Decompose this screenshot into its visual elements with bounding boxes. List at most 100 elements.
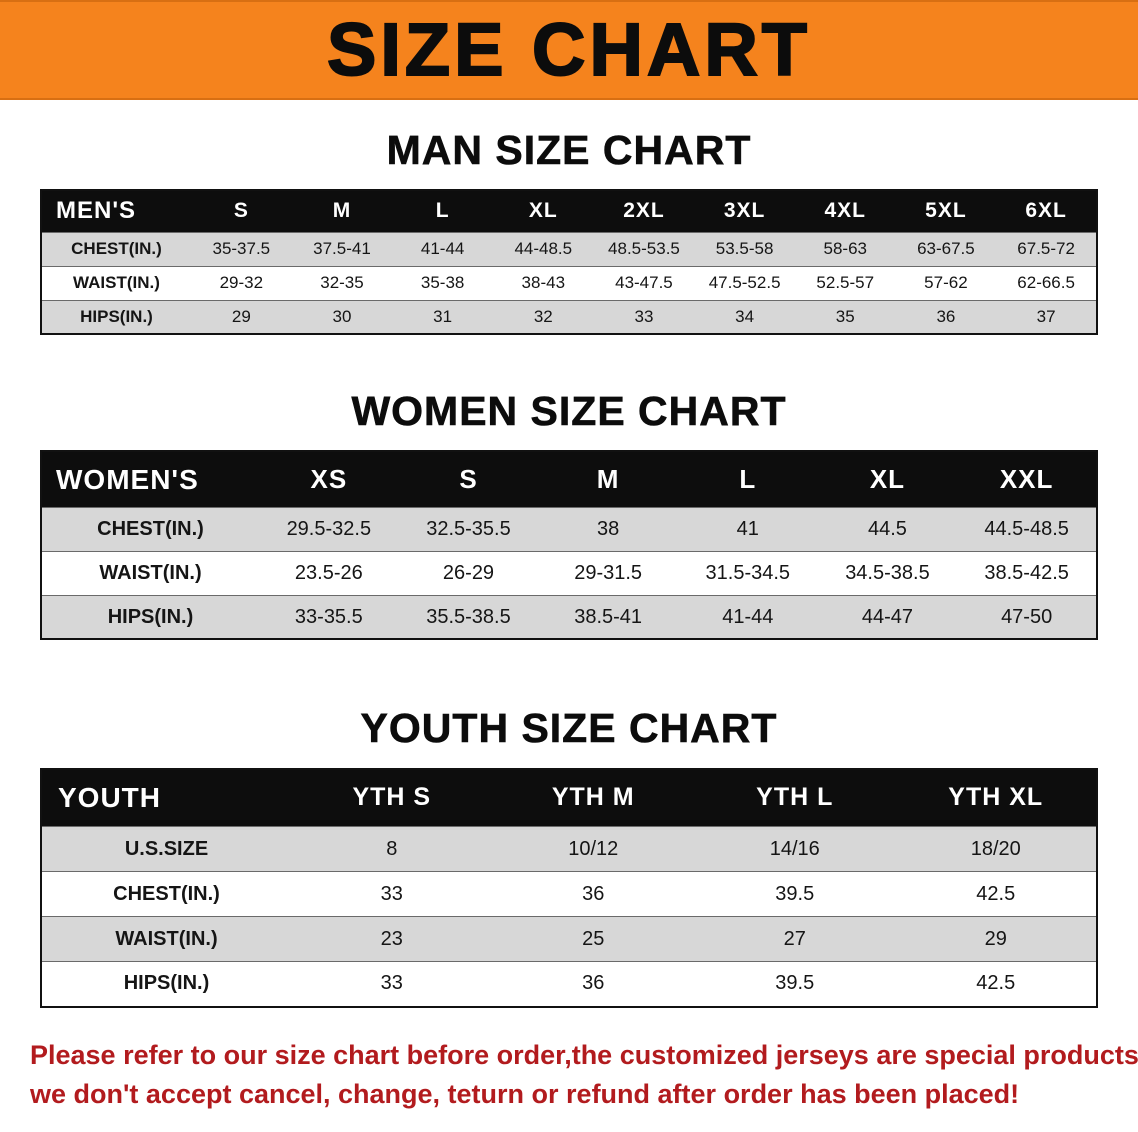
size-column-header: M: [291, 190, 393, 233]
size-column-header: XS: [259, 451, 399, 508]
size-column-header: 5XL: [895, 190, 997, 233]
size-value-cell: 38.5-41: [538, 594, 678, 640]
table-row: WAIST(IN.) 23 25 27 29: [41, 916, 1097, 962]
size-value-cell: 37: [996, 299, 1097, 335]
table-row: HIPS(IN.) 33-35.5 35.5-38.5 38.5-41 41-44 44-…: [41, 594, 1097, 640]
size-column-header: S: [191, 190, 292, 233]
table-header-row: YOUTH YTH S YTH M YTH L YTH XL: [41, 768, 1097, 827]
row-label: HIPS(IN.): [41, 961, 291, 1007]
size-value-cell: 23.5-26: [259, 550, 399, 596]
table-title-cell: MEN'S: [41, 190, 191, 233]
size-value-cell: 39.5: [694, 871, 896, 917]
row-label: CHEST(IN.): [41, 871, 291, 917]
size-column-header: XL: [492, 190, 594, 233]
size-value-cell: 58-63: [794, 231, 896, 267]
size-value-cell: 29-31.5: [538, 550, 678, 596]
table-row: WAIST(IN.) 29-32 32-35 35-38 38-43 43-47.5 47.…: [41, 265, 1097, 301]
size-column-header: YTH XL: [895, 768, 1097, 827]
size-column-header: S: [398, 451, 539, 508]
row-label: HIPS(IN.): [41, 299, 191, 335]
size-chart-banner: SIZE CHART: [0, 0, 1138, 100]
size-value-cell: 10/12: [492, 826, 694, 872]
size-value-cell: 43-47.5: [593, 265, 695, 301]
size-value-cell: 33: [593, 299, 695, 335]
row-label: WAIST(IN.): [41, 265, 191, 301]
youth-section-heading: YOUTH SIZE CHART: [360, 705, 778, 752]
size-value-cell: 57-62: [895, 265, 997, 301]
size-value-cell: 18/20: [895, 826, 1097, 872]
table-row: WAIST(IN.) 23.5-26 26-29 29-31.5 31.5-34.5 34…: [41, 550, 1097, 596]
table-title-cell: WOMEN'S: [41, 451, 259, 508]
size-value-cell: 36: [895, 299, 997, 335]
size-value-cell: 32-35: [291, 265, 393, 301]
size-value-cell: 52.5-57: [794, 265, 896, 301]
men-size-table: MEN'S S M L XL 2XL 3XL 4XL 5XL 6XL CHEST(IN.) 35-37…: [40, 189, 1098, 336]
size-value-cell: 41-44: [392, 231, 493, 267]
size-value-cell: 35-37.5: [191, 231, 292, 267]
size-value-cell: 32.5-35.5: [398, 506, 539, 552]
size-value-cell: 36: [492, 871, 694, 917]
size-value-cell: 53.5-58: [694, 231, 795, 267]
size-value-cell: 36: [492, 961, 694, 1007]
table-row: CHEST(IN.) 35-37.5 37.5-41 41-44 44-48.5 48.5…: [41, 231, 1097, 267]
size-column-header: 3XL: [694, 190, 795, 233]
size-value-cell: 34: [694, 299, 795, 335]
size-value-cell: 44-47: [817, 594, 958, 640]
size-value-cell: 44-48.5: [492, 231, 594, 267]
size-value-cell: 23: [291, 916, 493, 962]
size-value-cell: 38: [538, 506, 678, 552]
table-header-row: WOMEN'S XS S M L XL XXL: [41, 451, 1097, 508]
size-value-cell: 26-29: [398, 550, 539, 596]
size-value-cell: 63-67.5: [895, 231, 997, 267]
table-title-cell: YOUTH: [41, 768, 291, 827]
size-column-header: M: [538, 451, 678, 508]
size-value-cell: 33: [291, 871, 493, 917]
size-column-header: YTH L: [694, 768, 896, 827]
size-value-cell: 37.5-41: [291, 231, 393, 267]
size-value-cell: 29.5-32.5: [259, 506, 399, 552]
size-column-header: 2XL: [593, 190, 695, 233]
banner-title: SIZE CHART: [326, 8, 811, 91]
size-column-header: YTH M: [492, 768, 694, 827]
disclaimer-line-1: Please refer to our size chart before or…: [30, 1039, 1138, 1070]
disclaimer-note: Please refer to our size chart before or…: [30, 1036, 1138, 1114]
size-value-cell: 30: [291, 299, 393, 335]
size-column-header: XL: [817, 451, 958, 508]
size-value-cell: 35: [794, 299, 896, 335]
size-value-cell: 48.5-53.5: [593, 231, 695, 267]
size-value-cell: 25: [492, 916, 694, 962]
women-size-section: WOMEN SIZE CHART WOMEN'S XS S M L XL XXL CHEST(…: [0, 387, 1138, 641]
size-value-cell: 29-32: [191, 265, 292, 301]
women-size-table: WOMEN'S XS S M L XL XXL CHEST(IN.) 29.5-32.5 32.5…: [40, 450, 1098, 641]
size-value-cell: 38-43: [492, 265, 594, 301]
table-header-row: MEN'S S M L XL 2XL 3XL 4XL 5XL 6XL: [41, 190, 1097, 233]
size-column-header: YTH S: [291, 768, 493, 827]
size-value-cell: 34.5-38.5: [817, 550, 958, 596]
size-value-cell: 62-66.5: [996, 265, 1097, 301]
size-value-cell: 38.5-42.5: [957, 550, 1097, 596]
men-section-heading: MAN SIZE CHART: [386, 127, 752, 174]
size-column-header: 4XL: [794, 190, 896, 233]
size-value-cell: 14/16: [694, 826, 896, 872]
size-value-cell: 67.5-72: [996, 231, 1097, 267]
size-value-cell: 44.5: [817, 506, 958, 552]
size-value-cell: 32: [492, 299, 594, 335]
men-size-section: MAN SIZE CHART MEN'S S M L XL 2XL 3XL 4XL 5XL 6XL…: [0, 126, 1138, 336]
size-value-cell: 29: [191, 299, 292, 335]
size-value-cell: 41-44: [677, 594, 818, 640]
size-value-cell: 47.5-52.5: [694, 265, 795, 301]
size-value-cell: 27: [694, 916, 896, 962]
size-column-header: XXL: [957, 451, 1097, 508]
size-value-cell: 35-38: [392, 265, 493, 301]
table-row: HIPS(IN.) 33 36 39.5 42.5: [41, 961, 1097, 1007]
row-label: CHEST(IN.): [41, 506, 259, 552]
women-section-heading: WOMEN SIZE CHART: [351, 388, 787, 435]
size-column-header: L: [392, 190, 493, 233]
size-value-cell: 31.5-34.5: [677, 550, 818, 596]
size-column-header: 6XL: [996, 190, 1097, 233]
size-value-cell: 29: [895, 916, 1097, 962]
row-label: CHEST(IN.): [41, 231, 191, 267]
table-row: CHEST(IN.) 33 36 39.5 42.5: [41, 871, 1097, 917]
table-row: CHEST(IN.) 29.5-32.5 32.5-35.5 38 41 44.5 44.5…: [41, 506, 1097, 552]
size-value-cell: 44.5-48.5: [957, 506, 1097, 552]
